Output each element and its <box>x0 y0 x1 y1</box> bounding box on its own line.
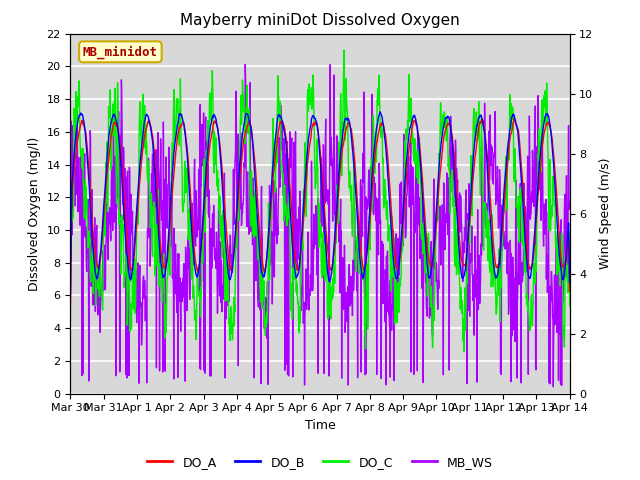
X-axis label: Time: Time <box>305 419 335 432</box>
Y-axis label: Dissolved Oxygen (mg/l): Dissolved Oxygen (mg/l) <box>28 136 41 291</box>
Legend: DO_A, DO_B, DO_C, MB_WS: DO_A, DO_B, DO_C, MB_WS <box>142 451 498 474</box>
Title: Mayberry miniDot Dissolved Oxygen: Mayberry miniDot Dissolved Oxygen <box>180 13 460 28</box>
Text: MB_minidot: MB_minidot <box>83 45 158 59</box>
Y-axis label: Wind Speed (m/s): Wind Speed (m/s) <box>599 158 612 269</box>
